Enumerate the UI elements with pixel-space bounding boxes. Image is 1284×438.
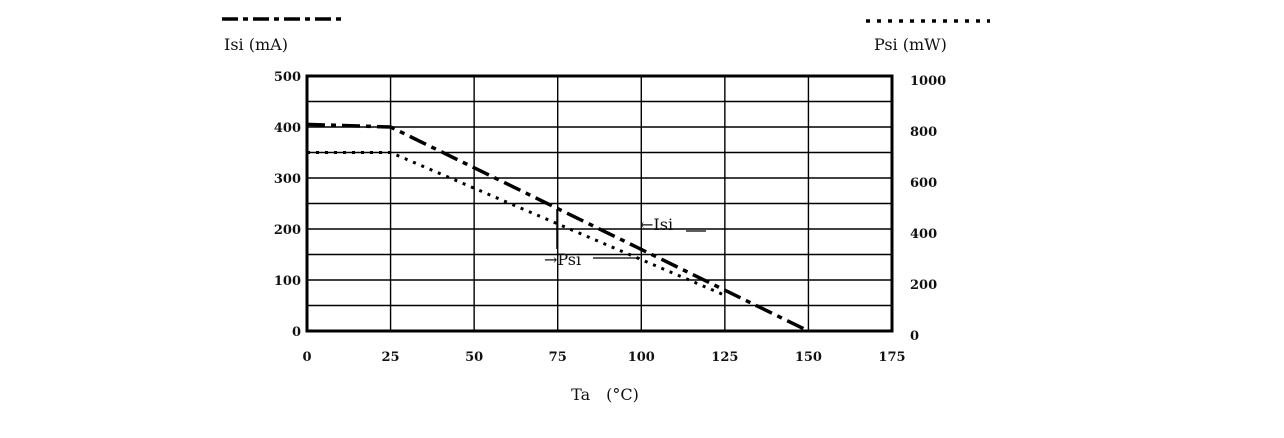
series-group [306,122,810,333]
grid-lines [307,76,892,331]
x-tick-label: 125 [711,350,738,365]
x-axis-ticks: 0 25 50 75 100 125 150 175 [302,350,905,365]
x-tick-label: 50 [465,350,483,365]
x-tick-label: 75 [549,350,567,365]
y-left-tick-label: 100 [274,274,301,289]
y-left-tick-label: 300 [274,172,301,187]
series-line-isi [306,122,810,333]
y-right-tick-label: 400 [910,227,937,242]
y-right-tick-label: 800 [910,125,937,140]
x-tick-label: 150 [795,350,822,365]
y-left-axis-title: Isi (mA) [224,35,288,54]
x-tick-label: 25 [382,350,400,365]
y-right-tick-label: 200 [910,278,937,293]
series-line-psi [307,151,726,297]
y-right-axis-title: Psi (mW) [874,35,947,54]
x-tick-label: 0 [302,350,311,365]
y-right-tick-label: 600 [910,176,937,191]
y-left-axis-ticks: 0 100 200 300 400 500 [274,70,301,340]
x-tick-label: 100 [628,350,655,365]
plot-frame [305,74,894,333]
y-right-tick-label: 1000 [910,74,946,89]
x-axis-title: Ta (°C) [571,385,639,404]
y-left-tick-label: 200 [274,223,301,238]
y-left-tick-label: 500 [274,70,301,85]
annotation-psi: →Psi [544,250,581,269]
x-tick-label: 175 [878,350,905,365]
y-right-axis-ticks: 0 200 400 600 800 1000 [910,74,946,344]
y-right-tick-label: 0 [910,329,919,344]
annotation-isi: ←Isi [640,215,673,234]
y-left-tick-label: 0 [292,325,301,340]
y-left-tick-label: 400 [274,121,301,136]
